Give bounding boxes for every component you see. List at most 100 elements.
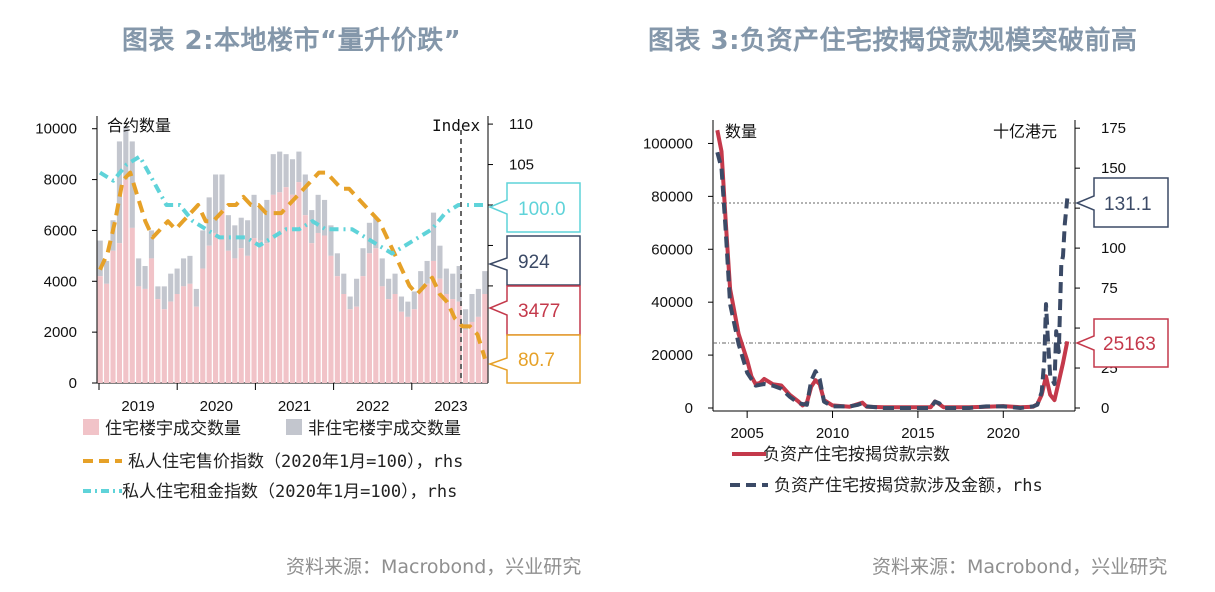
nonres-bar — [200, 230, 206, 269]
nonres-bar — [398, 296, 405, 312]
res-bar — [110, 250, 116, 383]
right-y2-tick-label: 75 — [1101, 280, 1118, 297]
nonres-bar — [180, 258, 187, 287]
right-y2-tick-label: 150 — [1101, 160, 1126, 177]
res-bar — [187, 283, 193, 383]
nonres-bar — [296, 151, 302, 183]
right-source-note: 资料来源：Macrobond，兴业研究 — [872, 556, 1168, 578]
nonres-bar — [104, 260, 110, 284]
res-bar — [283, 187, 289, 383]
nonres-bar — [264, 199, 270, 244]
nonres-bar — [328, 225, 334, 256]
left-y2-tick-label: 105 — [509, 157, 534, 174]
nonres-bar — [206, 197, 212, 246]
nonres-bar — [245, 220, 251, 256]
nonres-bar — [360, 248, 366, 277]
left-y2-label: Index — [432, 116, 481, 135]
left-y-tick-label: 2000 — [44, 324, 77, 341]
res-bar — [469, 321, 475, 383]
nonres-bar — [142, 266, 148, 289]
res-bar — [238, 248, 244, 383]
res-bar — [398, 311, 405, 383]
res-bar — [437, 278, 443, 383]
legend-nonres-label: 非住宅楼宇成交数量 — [308, 419, 461, 439]
nonres-bar — [321, 199, 328, 236]
callout-rent-value: 100.0 — [518, 199, 566, 220]
nonres-bar — [418, 271, 424, 292]
res-bar — [142, 288, 148, 383]
nonres-bar — [392, 273, 398, 294]
res-bar — [347, 309, 353, 383]
callout-count-value: 25163 — [1103, 334, 1156, 355]
nonres-bar — [443, 268, 449, 294]
res-bar — [180, 286, 187, 383]
nonres-bar — [168, 273, 174, 302]
right-y2-label: 十亿港元 — [993, 122, 1057, 141]
res-bar — [443, 294, 449, 383]
nonres-bar — [123, 126, 129, 180]
nonres-bar — [450, 273, 456, 300]
res-bar — [296, 182, 302, 383]
res-bar — [251, 238, 257, 383]
res-bar — [405, 316, 411, 383]
res-bar — [411, 309, 417, 383]
nonres-bar — [463, 309, 469, 330]
res-bar — [456, 301, 462, 383]
res-bar — [206, 245, 212, 383]
nonres-bar — [219, 174, 225, 211]
res-bar — [148, 258, 155, 383]
res-bar — [219, 210, 225, 383]
legend-res-swatch — [83, 419, 99, 435]
left-source-note: 资料来源：Macrobond，兴业研究 — [286, 556, 582, 578]
right-x-tick-label: 2020 — [987, 425, 1020, 442]
right-y2-tick-label: 50 — [1101, 320, 1118, 337]
nonres-bar — [232, 225, 238, 259]
right-y-tick-label: 80000 — [651, 188, 693, 205]
right-x-tick-label: 2015 — [901, 425, 934, 442]
right-y-tick-label: 40000 — [651, 294, 693, 311]
res-bar — [245, 255, 251, 383]
res-bar — [315, 232, 321, 383]
callout-res-value: 3477 — [518, 301, 560, 322]
left-bars — [97, 126, 488, 383]
callout-nonres: 924 — [487, 235, 581, 286]
left-y-tick-label: 0 — [69, 375, 77, 392]
nonres-bar — [456, 266, 462, 302]
right-y-tick-label: 100000 — [643, 135, 693, 152]
left-y-tick-label: 4000 — [44, 273, 77, 290]
nonres-bar — [379, 258, 385, 287]
negative-equity-count-line — [715, 129, 1070, 410]
nonres-bar — [309, 210, 315, 244]
callout-nonres-value: 924 — [518, 252, 550, 273]
nonres-bar — [366, 222, 372, 254]
nonres-bar — [469, 294, 475, 322]
right-x-tick-label: 2005 — [730, 425, 763, 442]
res-bar — [302, 215, 308, 383]
left-x-ticks: 2019 2020 2021 2022 2023 — [98, 383, 468, 415]
res-bar — [270, 194, 276, 383]
nonres-bar — [437, 245, 443, 279]
res-bar — [386, 299, 392, 383]
left-y-label: 合约数量 — [107, 116, 171, 135]
left-y-ticks: 0 2000 4000 6000 8000 10000 — [35, 121, 97, 392]
nonres-bar — [482, 271, 488, 294]
res-bar — [424, 283, 430, 383]
res-bar — [289, 194, 296, 383]
legend-nonres-swatch — [286, 419, 302, 435]
nonres-bar — [110, 220, 116, 251]
res-bar — [341, 294, 347, 383]
right-y-tick-label: 0 — [685, 400, 693, 417]
nonres-bar — [251, 194, 257, 239]
nonres-bar — [174, 268, 180, 294]
nonres-bar — [257, 207, 264, 241]
res-bar — [264, 243, 270, 383]
res-bar — [277, 192, 283, 383]
legend-amount-label: 负资产住宅按揭贷款涉及金额，rhs — [774, 476, 1043, 496]
res-bar — [463, 329, 469, 383]
left-x-tick-label: 2019 — [121, 398, 154, 415]
callout-price: 80.7 — [487, 334, 581, 384]
right-y2-tick-label: 125 — [1101, 200, 1126, 217]
nonres-bar — [430, 212, 437, 261]
right-chart-title: 图表 3:负资产住宅按揭贷款规模突破前高 — [648, 26, 1138, 56]
